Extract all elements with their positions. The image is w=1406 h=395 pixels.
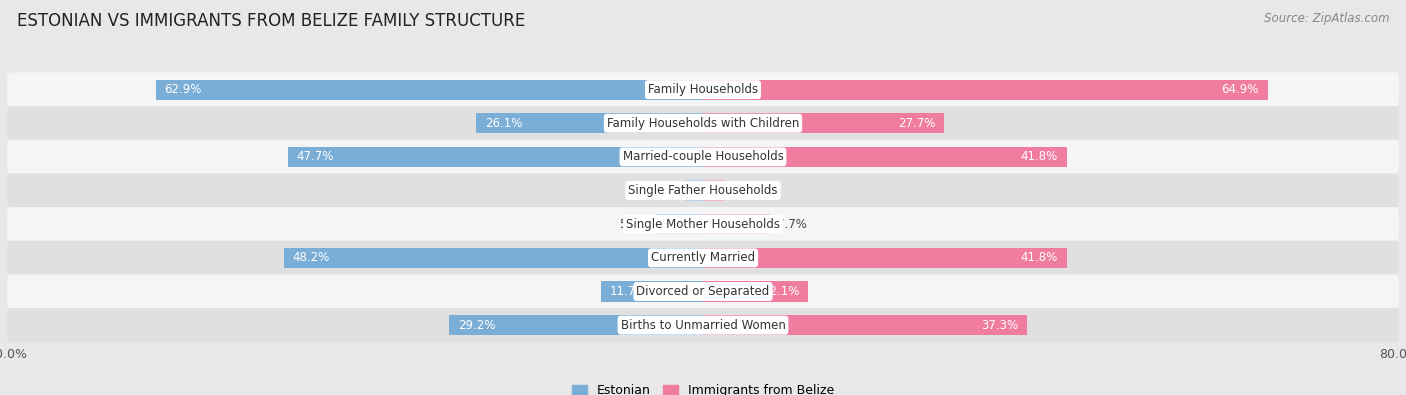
Bar	[657, 214, 703, 234]
Text: 47.7%: 47.7%	[297, 150, 335, 164]
FancyBboxPatch shape	[7, 241, 1399, 275]
Text: 7.7%: 7.7%	[778, 218, 807, 231]
Text: Married-couple Households: Married-couple Households	[623, 150, 783, 164]
Bar	[703, 248, 1067, 268]
FancyBboxPatch shape	[7, 207, 1399, 241]
Bar	[477, 113, 703, 134]
Text: Source: ZipAtlas.com: Source: ZipAtlas.com	[1264, 12, 1389, 25]
FancyBboxPatch shape	[7, 275, 1399, 308]
Bar	[703, 113, 943, 134]
Legend: Estonian, Immigrants from Belize: Estonian, Immigrants from Belize	[572, 384, 834, 395]
Text: 12.1%: 12.1%	[762, 285, 800, 298]
FancyBboxPatch shape	[7, 308, 1399, 342]
Bar	[156, 79, 703, 100]
Text: Currently Married: Currently Married	[651, 251, 755, 264]
Bar	[703, 181, 724, 201]
Bar	[602, 281, 703, 302]
Text: 48.2%: 48.2%	[292, 251, 329, 264]
Bar	[685, 181, 703, 201]
Bar	[703, 79, 1268, 100]
FancyBboxPatch shape	[7, 106, 1399, 140]
FancyBboxPatch shape	[7, 72, 1399, 107]
Text: 26.1%: 26.1%	[485, 117, 522, 130]
Text: Family Households: Family Households	[648, 83, 758, 96]
Bar	[703, 315, 1028, 335]
Bar	[449, 315, 703, 335]
Text: ESTONIAN VS IMMIGRANTS FROM BELIZE FAMILY STRUCTURE: ESTONIAN VS IMMIGRANTS FROM BELIZE FAMIL…	[17, 12, 524, 30]
Text: 29.2%: 29.2%	[458, 319, 495, 332]
Text: 37.3%: 37.3%	[981, 319, 1019, 332]
Text: Divorced or Separated: Divorced or Separated	[637, 285, 769, 298]
Text: 2.1%: 2.1%	[648, 184, 678, 197]
FancyBboxPatch shape	[7, 140, 1399, 174]
Text: 5.4%: 5.4%	[619, 218, 650, 231]
Bar	[284, 248, 703, 268]
Text: 11.7%: 11.7%	[610, 285, 647, 298]
Text: Single Mother Households: Single Mother Households	[626, 218, 780, 231]
Text: 27.7%: 27.7%	[898, 117, 935, 130]
Bar	[288, 147, 703, 167]
Text: 2.5%: 2.5%	[731, 184, 762, 197]
Text: 64.9%: 64.9%	[1222, 83, 1258, 96]
Bar	[703, 281, 808, 302]
Bar	[703, 214, 770, 234]
FancyBboxPatch shape	[7, 173, 1399, 208]
Text: Family Households with Children: Family Households with Children	[607, 117, 799, 130]
Text: 41.8%: 41.8%	[1021, 251, 1057, 264]
Bar	[703, 147, 1067, 167]
Text: 41.8%: 41.8%	[1021, 150, 1057, 164]
Text: 62.9%: 62.9%	[165, 83, 202, 96]
Text: Single Father Households: Single Father Households	[628, 184, 778, 197]
Text: Births to Unmarried Women: Births to Unmarried Women	[620, 319, 786, 332]
